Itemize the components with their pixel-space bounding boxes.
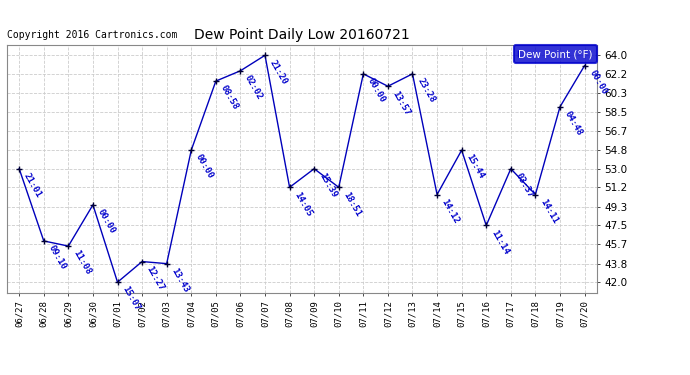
Text: 21:20: 21:20 [268,58,289,86]
Text: 11:14: 11:14 [489,228,510,256]
Legend: Dew Point (°F): Dew Point (°F) [514,45,597,63]
Text: 00:00: 00:00 [366,76,387,104]
Text: 21:01: 21:01 [22,171,43,199]
Text: 12:27: 12:27 [145,264,166,292]
Text: 14:11: 14:11 [538,197,560,225]
Text: 15:39: 15:39 [317,171,338,199]
Text: 03:37: 03:37 [513,171,535,199]
Text: 14:05: 14:05 [293,190,313,218]
Text: 13:57: 13:57 [391,89,412,117]
Text: Copyright 2016 Cartronics.com: Copyright 2016 Cartronics.com [7,30,177,40]
Text: 08:58: 08:58 [219,84,240,112]
Text: 09:10: 09:10 [46,244,68,272]
Text: 04:48: 04:48 [563,110,584,137]
Text: 00:00: 00:00 [587,68,609,96]
Text: 18:51: 18:51 [342,190,363,218]
Text: 11:08: 11:08 [71,249,92,277]
Text: 14:12: 14:12 [440,197,461,225]
Text: 23:28: 23:28 [415,76,437,104]
Text: 00:00: 00:00 [194,153,215,181]
Text: 15:07: 15:07 [120,285,141,313]
Text: 13:43: 13:43 [170,266,190,294]
Title: Dew Point Daily Low 20160721: Dew Point Daily Low 20160721 [194,28,410,42]
Text: 00:00: 00:00 [96,208,117,236]
Text: 02:02: 02:02 [243,74,264,101]
Text: 15:44: 15:44 [464,153,486,181]
